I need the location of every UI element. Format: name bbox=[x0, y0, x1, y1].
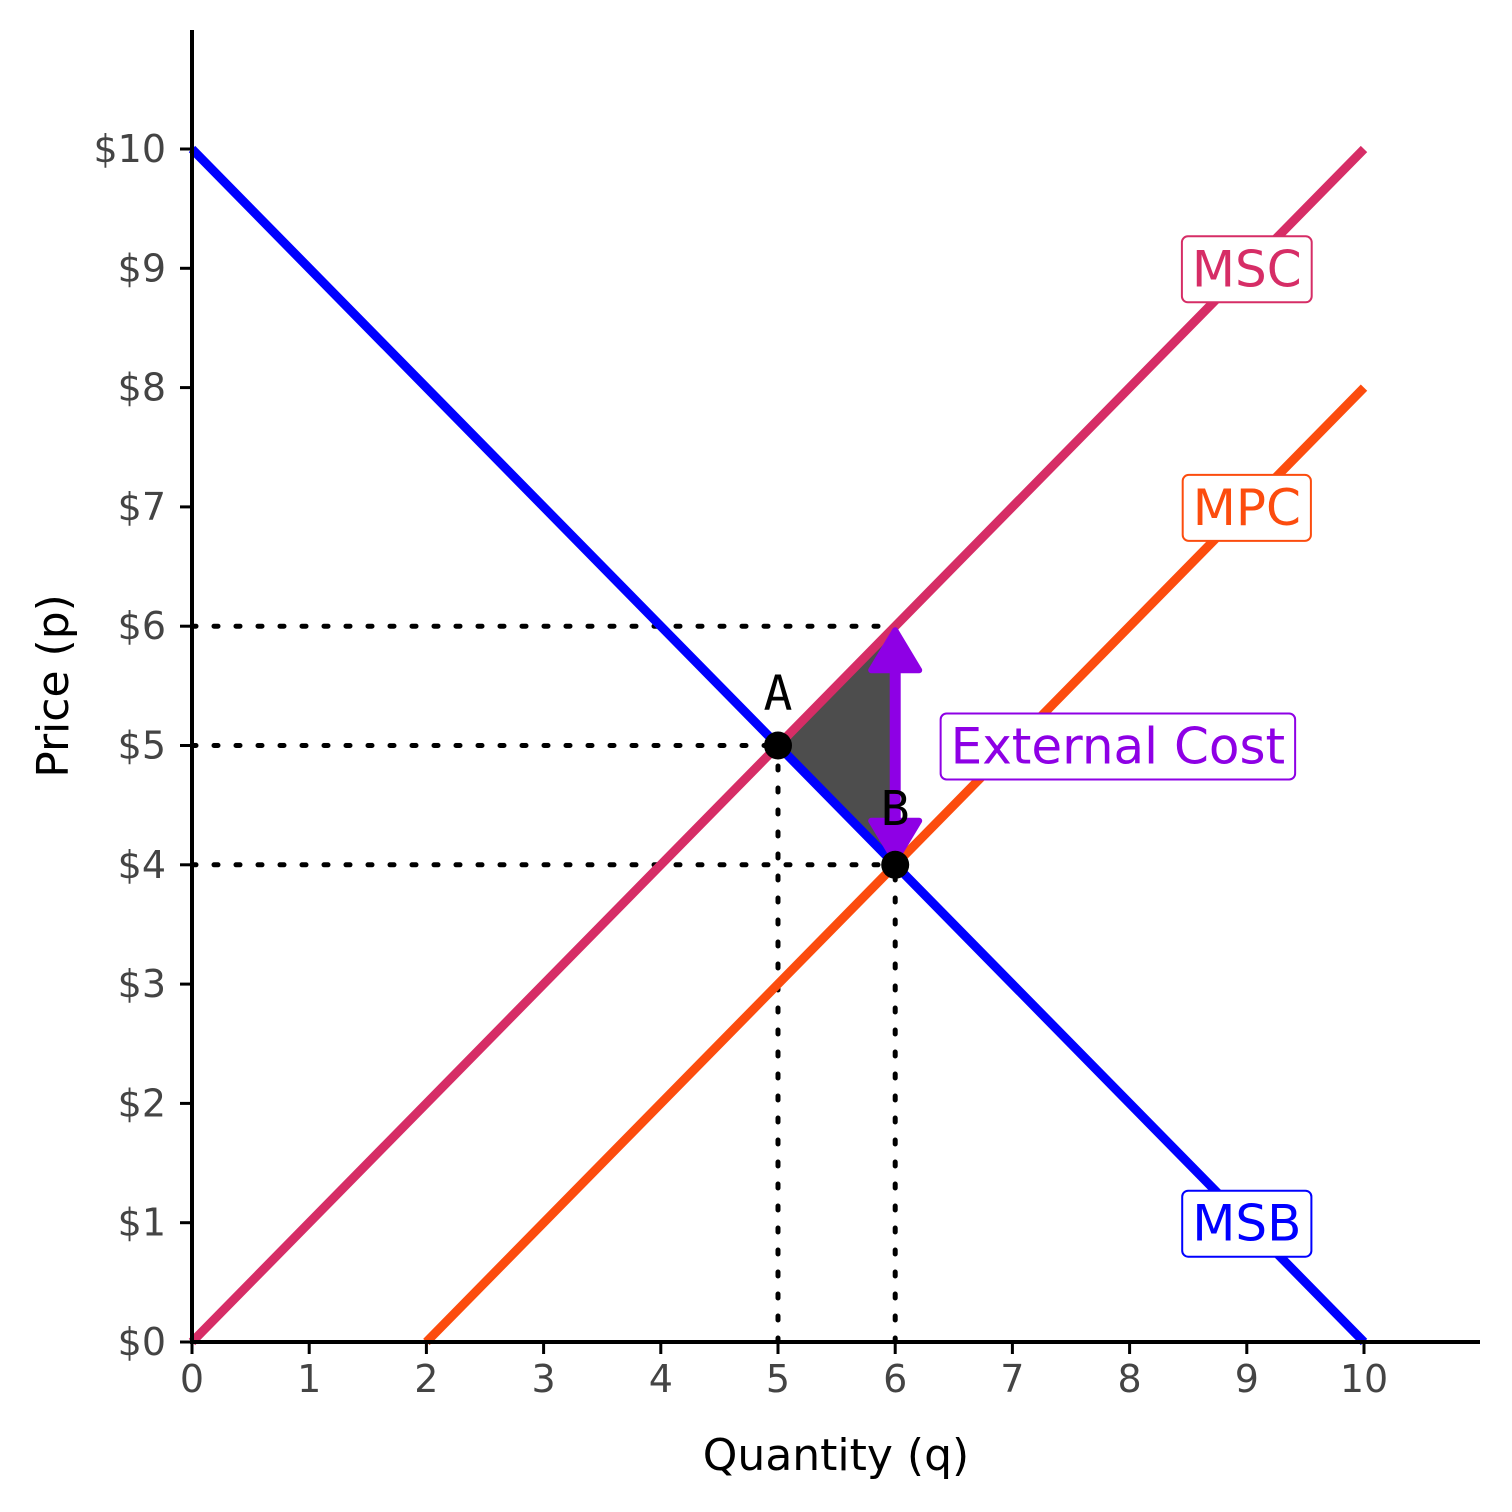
external-cost-arrow-head-up bbox=[868, 627, 923, 674]
curve-label-msc: MSC bbox=[1180, 235, 1313, 304]
x-tick-label-2: 2 bbox=[414, 1357, 438, 1401]
y-axis-title: Price (p) bbox=[28, 594, 79, 778]
curve-label-mpc-box bbox=[1181, 473, 1312, 542]
y-tick-label-8: $8 bbox=[118, 366, 166, 410]
x-axis-title: Quantity (q) bbox=[703, 1430, 969, 1481]
y-tick-label-6: $6 bbox=[118, 604, 166, 648]
x-tick-label-6: 6 bbox=[883, 1357, 907, 1401]
curve-label-msb: MSB bbox=[1181, 1189, 1313, 1258]
curve-label-msc-text: MSC bbox=[1192, 240, 1302, 298]
guide-layer bbox=[189, 623, 898, 1345]
external-cost-label-box bbox=[939, 712, 1297, 781]
curve-label-mpc-text: MPC bbox=[1193, 479, 1301, 537]
external-cost-label: External Cost bbox=[939, 712, 1297, 781]
x-tick-label-9: 9 bbox=[1235, 1357, 1259, 1401]
ticks-layer: 0 1 2 3 4 5 6 7 8 9 10 $0 $1 $2 $3 $4 $5 $6 $7 $8 $9 $10 bbox=[93, 127, 1388, 1401]
y-tick-label-5: $5 bbox=[118, 724, 166, 768]
x-tick-label-4: 4 bbox=[649, 1357, 673, 1401]
curve-label-mpc: MPC bbox=[1181, 473, 1312, 542]
x-tick-label-3: 3 bbox=[532, 1357, 556, 1401]
point-label-b: B bbox=[881, 781, 910, 837]
y-tick-label-9: $9 bbox=[118, 246, 166, 290]
point-a bbox=[764, 731, 792, 760]
y-tick-label-1: $1 bbox=[118, 1201, 166, 1245]
external-cost-arrow-head-down bbox=[868, 817, 923, 864]
y-tick-label-7: $7 bbox=[118, 485, 166, 529]
y-tick-label-4: $4 bbox=[118, 843, 166, 887]
points-layer bbox=[764, 731, 910, 879]
curve-label-msb-box bbox=[1181, 1189, 1313, 1258]
x-tick-label-1: 1 bbox=[297, 1357, 321, 1401]
external-cost-label-text: External Cost bbox=[951, 718, 1286, 776]
labels-layer: A B MSC MPC MSB External Cost bbox=[764, 235, 1313, 1258]
deadweight-loss-area bbox=[778, 626, 896, 865]
y-tick-label-2: $2 bbox=[118, 1081, 166, 1125]
curve-label-msc-box bbox=[1180, 235, 1313, 304]
x-tick-label-5: 5 bbox=[766, 1357, 790, 1401]
fill-layer bbox=[778, 626, 896, 865]
x-tick-label-8: 8 bbox=[1118, 1357, 1142, 1401]
y-tick-label-3: $3 bbox=[118, 962, 166, 1006]
x-tick-label-10: 10 bbox=[1340, 1357, 1388, 1401]
axes-layer bbox=[190, 30, 1480, 1344]
curve-label-msb-text: MSB bbox=[1192, 1195, 1301, 1253]
y-tick-label-10: $10 bbox=[93, 127, 166, 171]
point-b bbox=[881, 850, 910, 879]
y-tick-label-0: $0 bbox=[118, 1320, 166, 1364]
arrow-layer bbox=[868, 627, 923, 864]
point-label-a: A bbox=[764, 666, 793, 722]
x-tick-label-0: 0 bbox=[180, 1357, 204, 1401]
x-tick-label-7: 7 bbox=[1000, 1357, 1024, 1401]
